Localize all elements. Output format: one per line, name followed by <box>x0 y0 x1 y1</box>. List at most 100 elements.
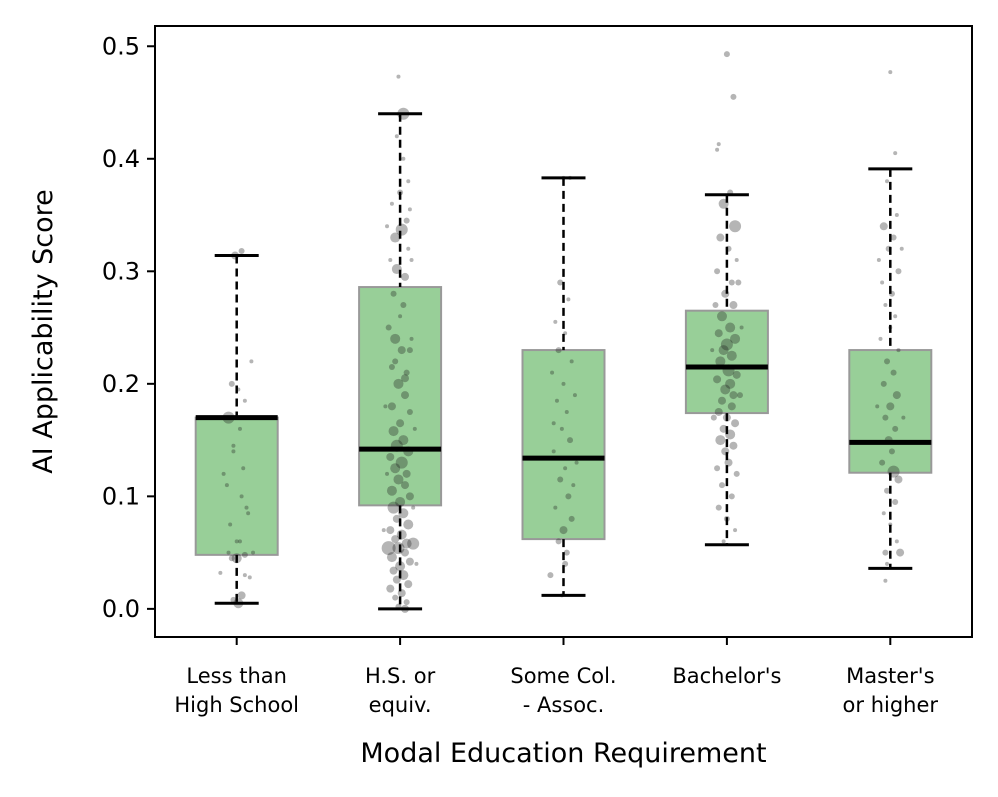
data-point-2-11 <box>559 426 564 431</box>
box-4 <box>848 349 933 474</box>
data-point-1-52 <box>395 561 406 572</box>
y-tick-label-4: 0.4 <box>102 145 140 173</box>
data-point-0-21 <box>242 573 247 578</box>
data-point-4-39 <box>876 258 881 263</box>
data-point-1-55 <box>392 575 401 584</box>
data-point-3-26 <box>720 384 731 395</box>
data-point-1-65 <box>385 471 390 476</box>
y-tick-label-1: 0.1 <box>102 482 140 510</box>
data-point-4-11 <box>893 314 898 319</box>
data-point-2-20 <box>555 538 562 545</box>
data-point-2-9 <box>554 398 559 403</box>
data-point-0-2 <box>230 596 237 603</box>
data-point-4-26 <box>894 475 903 484</box>
data-point-1-75 <box>406 347 413 354</box>
data-point-1-70 <box>385 224 390 229</box>
data-point-3-16 <box>714 329 723 338</box>
y-axis-title: AI Applicability Score <box>28 189 59 474</box>
data-point-0-19 <box>234 539 239 544</box>
data-point-3-51 <box>739 325 744 330</box>
data-point-1-18 <box>392 358 399 365</box>
data-point-2-18 <box>568 515 575 522</box>
data-point-1-42 <box>386 526 395 535</box>
data-point-3-25 <box>725 378 736 389</box>
data-point-2-13 <box>551 449 556 454</box>
data-point-4-4 <box>879 222 888 231</box>
data-point-1-3 <box>395 223 408 236</box>
data-point-1-59 <box>392 594 399 601</box>
data-point-3-36 <box>729 441 738 450</box>
data-point-1-38 <box>387 501 400 514</box>
data-point-1-73 <box>406 179 411 184</box>
data-point-0-24 <box>238 248 245 255</box>
data-point-2-17 <box>553 505 558 510</box>
data-point-3-11 <box>728 279 735 286</box>
data-point-1-5 <box>389 201 394 206</box>
data-point-3-14 <box>716 311 727 322</box>
x-tick-label-1-1: equiv. <box>369 693 432 717</box>
x-tick-label-0-1: High School <box>174 693 299 717</box>
data-point-0-6 <box>247 575 252 580</box>
data-point-4-23 <box>888 448 895 455</box>
data-point-2-8 <box>561 381 566 386</box>
data-point-4-29 <box>881 511 886 516</box>
y-tick-label-2: 0.2 <box>102 370 140 398</box>
data-point-1-31 <box>390 463 401 474</box>
data-point-3-7 <box>716 233 725 242</box>
data-point-1-37 <box>395 496 406 507</box>
data-point-2-3 <box>566 297 571 302</box>
data-point-1-77 <box>401 374 410 383</box>
data-point-1-60 <box>403 599 410 606</box>
data-point-2-29 <box>574 460 579 465</box>
data-point-3-1 <box>730 93 737 100</box>
data-point-4-3 <box>894 213 899 218</box>
data-point-3-49 <box>736 392 743 399</box>
data-point-4-18 <box>892 391 901 400</box>
data-point-3-10 <box>714 268 721 275</box>
data-point-0-1 <box>237 591 246 600</box>
data-point-1-69 <box>409 258 414 263</box>
data-point-3-17 <box>730 333 741 344</box>
x-tick-label-2-0: Some Col. <box>510 664 616 688</box>
data-point-0-17 <box>242 398 247 403</box>
data-point-3-24 <box>713 375 722 384</box>
data-point-1-32 <box>402 469 411 478</box>
data-point-3-43 <box>715 504 722 511</box>
data-point-4-1 <box>893 151 898 156</box>
x-tick-label-1-0: H.S. or <box>365 664 436 688</box>
data-point-0-12 <box>224 483 229 488</box>
y-tick-label-3: 0.3 <box>102 257 140 285</box>
data-point-4-17 <box>880 380 887 387</box>
data-point-3-41 <box>718 482 725 489</box>
data-point-0-14 <box>231 443 236 448</box>
data-point-1-2 <box>390 232 401 243</box>
data-point-0-20 <box>251 550 256 555</box>
data-point-3-3 <box>715 147 720 152</box>
data-point-0-15 <box>237 426 242 431</box>
data-point-1-22 <box>387 402 396 411</box>
data-point-4-31 <box>894 539 899 544</box>
data-point-3-21 <box>715 356 726 367</box>
data-point-4-21 <box>892 425 899 432</box>
data-point-4-24 <box>879 459 886 466</box>
data-point-2-27 <box>572 393 577 398</box>
data-point-4-34 <box>885 561 890 566</box>
data-point-2-26 <box>551 421 556 426</box>
data-point-4-19 <box>886 402 895 411</box>
data-point-1-4 <box>403 217 410 224</box>
data-point-1-25 <box>388 426 399 437</box>
data-point-1-1 <box>396 74 401 79</box>
data-point-4-10 <box>883 303 888 308</box>
data-point-1-49 <box>401 548 410 557</box>
data-point-1-51 <box>405 557 414 566</box>
data-point-1-68 <box>414 561 419 566</box>
data-point-1-40 <box>392 514 401 523</box>
data-point-0-18 <box>228 380 235 387</box>
data-point-2-21 <box>563 549 570 556</box>
data-point-1-72 <box>394 134 399 139</box>
data-point-3-0 <box>723 51 730 58</box>
data-point-1-47 <box>381 541 396 556</box>
data-point-4-15 <box>884 358 891 365</box>
data-point-4-0 <box>888 70 893 75</box>
data-point-0-29 <box>231 449 236 454</box>
